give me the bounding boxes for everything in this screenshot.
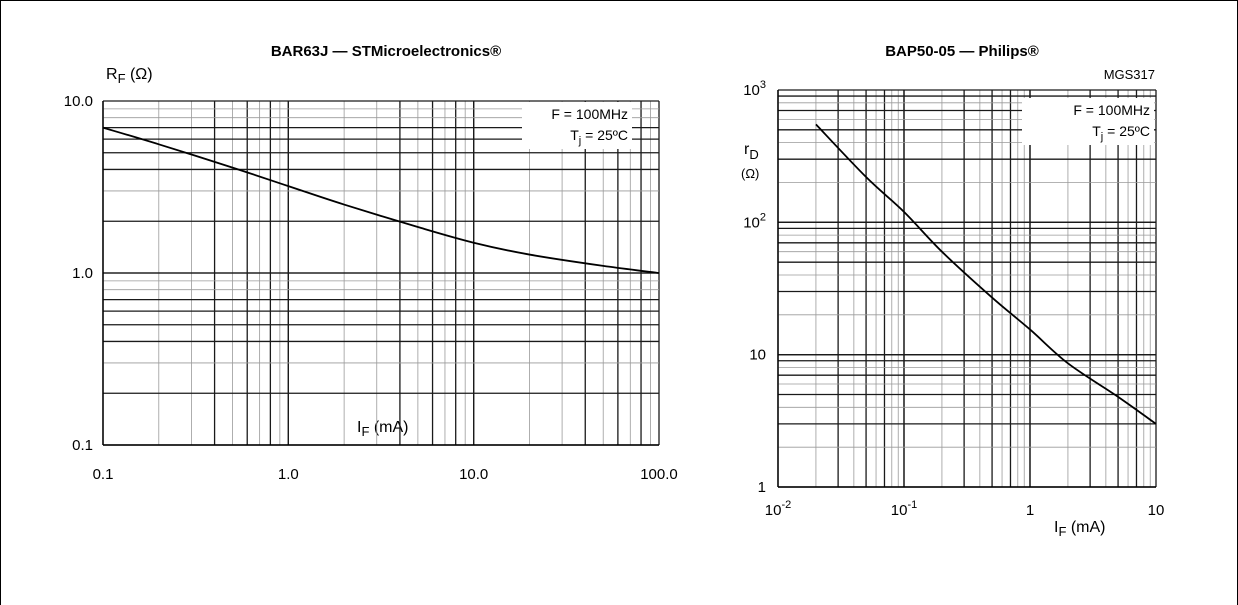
chart1-ylabel: RF (Ω) bbox=[106, 66, 153, 86]
y-tick-label: 103 bbox=[743, 79, 766, 99]
y-tick-label: 10 bbox=[749, 347, 766, 364]
annotation-frequency: F = 100MHz bbox=[551, 106, 628, 122]
y-tick-label: 1 bbox=[758, 479, 766, 496]
y-tick-label: 1.0 bbox=[72, 265, 93, 282]
x-tick-label: 10-1 bbox=[891, 499, 917, 519]
y-tick-label: 102 bbox=[743, 211, 766, 231]
x-tick-label: 1.0 bbox=[278, 466, 299, 483]
chart1-title: BAR63J — STMicroelectronics® bbox=[271, 43, 501, 60]
chart2-xlabel: IF (mA) bbox=[1054, 519, 1106, 539]
annotation-box bbox=[1022, 98, 1154, 145]
chart1-plot: F = 100MHz Tj = 25ºC 0.1 1.0 10.0 100.0 10.0 1.… bbox=[64, 93, 678, 483]
series-curve bbox=[102, 126, 660, 274]
x-tick-label: 10 bbox=[1148, 502, 1165, 519]
annotation-frequency: F = 100MHz bbox=[1073, 102, 1150, 118]
annotation-temperature: Tj = 25ºC bbox=[1092, 123, 1150, 143]
chart2-ylabel-symbol: rD bbox=[744, 141, 759, 162]
x-tick-label: 10-2 bbox=[765, 499, 791, 519]
x-tick-label: 100.0 bbox=[640, 466, 678, 483]
chart2-ylabel-unit: (Ω) bbox=[741, 166, 759, 181]
x-tick-label: 1 bbox=[1026, 502, 1034, 519]
chart2-title: BAP50-05 — Philips® bbox=[885, 43, 1039, 60]
annotation-box bbox=[522, 102, 632, 149]
x-tick-label: 10.0 bbox=[459, 466, 488, 483]
x-tick-label: 0.1 bbox=[93, 466, 114, 483]
chart2-code: MGS317 bbox=[1104, 67, 1155, 82]
annotation-temperature: Tj = 25ºC bbox=[570, 127, 628, 147]
chart1-xlabel: IF (mA) bbox=[357, 419, 409, 439]
y-tick-label: 0.1 bbox=[72, 437, 93, 454]
y-tick-label: 10.0 bbox=[64, 93, 93, 110]
series-curve bbox=[815, 123, 1157, 425]
